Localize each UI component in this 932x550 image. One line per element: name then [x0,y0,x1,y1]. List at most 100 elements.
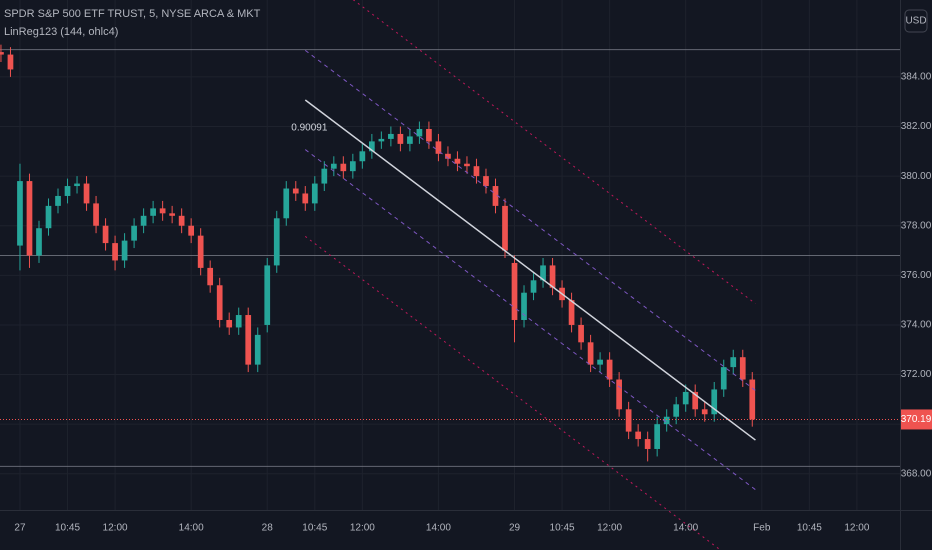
candle-body [587,342,594,365]
candle-body [616,379,622,410]
candle-body [454,158,461,164]
candle-body [369,141,375,152]
candle-body [264,265,271,325]
candle-body [445,153,451,159]
candle-body [7,54,14,70]
candle-body [169,213,175,216]
candle-body [464,163,470,167]
axes: 368.00370.00372.00374.00376.00378.00380.… [14,72,932,534]
channel-line [304,235,722,550]
candle-body [226,319,233,328]
candle-body [178,215,185,226]
candle-body [0,52,4,55]
candle-body [473,166,480,177]
x-tick-label: 14:00 [426,523,451,534]
candle-body [730,357,737,368]
candle-body [388,133,394,139]
candle-body [502,205,508,251]
x-tick-label: 29 [509,523,521,534]
channel-line [352,0,756,305]
candle-body [292,188,299,194]
candle-body [188,225,195,236]
candle-body [749,379,756,420]
y-tick-label: 374.00 [901,320,932,331]
candle-body [216,285,223,320]
candle-body [150,208,156,216]
x-tick-label: 27 [14,523,26,534]
candle-body [330,163,337,169]
y-tick-label: 380.00 [901,171,932,182]
candle-body [378,138,385,142]
channel-line [304,149,756,491]
x-tick-label: 12:00 [350,523,375,534]
x-tick-label: 10:45 [797,523,822,534]
candle-body [349,161,356,172]
candle-body [720,367,727,390]
candle-body [739,357,746,380]
candle-body [711,389,718,415]
candle-body [159,208,166,214]
candle-body [311,183,318,204]
candle-body [55,195,61,206]
candle-body [654,424,661,449]
candle-body [426,128,432,142]
candle-body [207,267,214,286]
pearson-label: 0.90091 [291,123,328,134]
candle-body [283,188,290,219]
candle-body [36,228,42,256]
candle-body [245,315,252,365]
candle-body [340,163,347,172]
candle-body [254,334,261,365]
candle-body [26,181,33,256]
currency-label[interactable]: USD [905,16,926,27]
candle-body [302,193,309,204]
candle-body [121,240,128,261]
candle-body [682,391,689,405]
candle-body [578,324,584,343]
x-tick-label: 10:45 [550,523,575,534]
candle-body [112,243,118,261]
x-tick-label: 12:00 [103,523,128,534]
candle-body [273,218,280,266]
y-tick-label: 372.00 [901,369,932,380]
last-price-label: 370.19 [901,414,932,425]
candle-body [530,280,537,293]
candle-body [321,168,328,184]
last-price-badge [901,409,932,430]
y-tick-label: 368.00 [901,468,932,479]
x-tick-label: 12:00 [597,523,622,534]
y-tick-label: 376.00 [901,270,932,281]
candle-body [140,215,147,226]
y-tick-label: 384.00 [901,72,932,83]
candle-body [492,186,499,206]
candle-body [93,203,99,226]
candle-body [606,359,613,380]
candle-body [511,262,518,320]
candle-body [521,292,527,320]
candle-body [644,439,651,449]
indicator-title: LinReg123 (144, ohlc4) [4,26,118,38]
x-tick-label: 14:00 [673,523,698,534]
y-tick-label: 378.00 [901,220,932,231]
candle-body [692,391,699,410]
x-tick-label: 10:45 [302,523,327,534]
regression-line [304,99,756,441]
x-tick-label: 10:45 [55,523,80,534]
candle-body [17,181,23,246]
x-tick-label: 28 [262,523,274,534]
symbol-title: SPDR S&P 500 ETF TRUST, 5, NYSE ARCA & M… [4,8,261,20]
candle-body [635,431,642,440]
candle-body [407,136,413,144]
candle-body [625,409,632,432]
candle-body [83,183,90,204]
candle-body [435,141,442,154]
candle-body [483,176,489,187]
candle-body [568,300,575,325]
y-tick-label: 382.00 [901,121,932,132]
candle-body [131,225,137,241]
candle-body [45,205,52,229]
currency-button[interactable] [904,9,928,33]
candle-body [597,359,603,365]
candle-body [416,128,423,137]
